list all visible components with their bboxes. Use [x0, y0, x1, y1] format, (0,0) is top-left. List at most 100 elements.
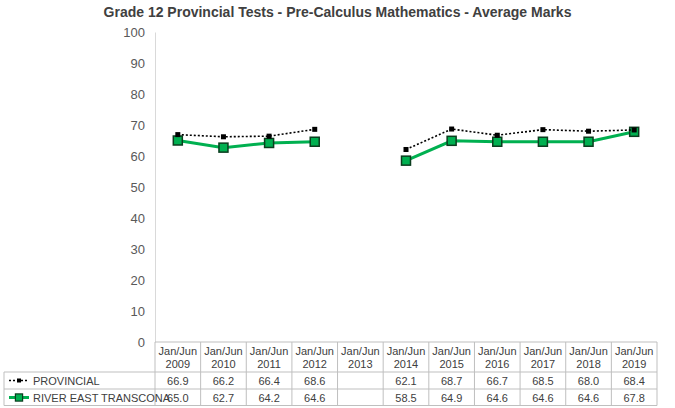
y-tick: 90 — [131, 56, 155, 71]
series-marker — [586, 129, 591, 134]
series-marker — [219, 143, 228, 152]
table-value: 66.7 — [487, 375, 508, 387]
category-label: Jan/Jun2009 — [159, 345, 198, 370]
y-tick-label: 100 — [123, 25, 145, 40]
series-marker — [495, 133, 500, 138]
series-marker — [493, 137, 502, 146]
y-axis-line — [155, 33, 156, 343]
y-axis: 0 10 20 30 40 50 60 70 80 90 100 — [123, 25, 155, 350]
y-tick: 80 — [131, 87, 155, 102]
legend-marker — [15, 394, 22, 401]
y-tick: 70 — [131, 118, 155, 133]
category-label: Jan/Jun2019 — [615, 345, 654, 370]
category-label: Jan/Jun2017 — [524, 345, 563, 370]
table-value: 64.6 — [532, 392, 553, 404]
series-marker — [632, 127, 637, 132]
series-marker — [402, 156, 411, 165]
table-border — [200, 342, 201, 406]
table-border — [4, 372, 5, 406]
table-border — [520, 342, 521, 406]
category-label: Jan/Jun2011 — [250, 345, 289, 370]
table-value: 67.8 — [623, 392, 644, 404]
legend-marker — [17, 379, 21, 383]
y-tick-label: 30 — [131, 242, 145, 257]
y-tick: 0 — [138, 335, 155, 350]
series-marker — [173, 136, 182, 145]
table-value: 64.9 — [441, 392, 462, 404]
table-value: 64.6 — [578, 392, 599, 404]
y-tick-label: 60 — [131, 149, 145, 164]
y-tick: 40 — [131, 211, 155, 226]
series-marker — [449, 127, 454, 132]
table-value: 68.6 — [304, 375, 325, 387]
table-border — [383, 342, 384, 406]
legend-label: RIVER EAST TRANSCONA — [33, 392, 171, 404]
category-label: Jan/Jun2012 — [295, 345, 334, 370]
table-border — [657, 342, 658, 406]
category-label: Jan/Jun2016 — [478, 345, 517, 370]
y-tick-label: 70 — [131, 118, 145, 133]
data-table: Jan/Jun2009Jan/Jun2010Jan/Jun2011Jan/Jun… — [4, 342, 657, 406]
table-border — [474, 342, 475, 406]
y-tick-label: 0 — [138, 335, 145, 350]
table-value: 64.6 — [487, 392, 508, 404]
y-tick-label: 80 — [131, 87, 145, 102]
y-tick: 50 — [131, 180, 155, 195]
series-marker — [312, 127, 317, 132]
table-value: 62.7 — [213, 392, 234, 404]
table-value: 66.9 — [167, 375, 188, 387]
y-tick: 100 — [123, 25, 155, 40]
series-marker — [584, 137, 593, 146]
category-label: Jan/Jun2014 — [387, 345, 426, 370]
table-border — [291, 342, 292, 406]
table-border — [337, 342, 338, 406]
table-border — [4, 389, 657, 390]
category-label: Jan/Jun2013 — [341, 345, 380, 370]
table-border — [246, 342, 247, 406]
legend-entry: RIVER EAST TRANSCONA — [9, 392, 171, 404]
legend-label: PROVINCIAL — [33, 375, 100, 387]
series-marker — [540, 127, 545, 132]
table-value: 62.1 — [395, 375, 416, 387]
table-border — [155, 342, 657, 343]
series-marker — [265, 138, 274, 147]
y-tick-label: 50 — [131, 180, 145, 195]
table-value: 64.6 — [304, 392, 325, 404]
table-value: 65.0 — [167, 392, 188, 404]
series-marker — [310, 137, 319, 146]
category-label: Jan/Jun2010 — [204, 345, 243, 370]
table-border — [4, 372, 657, 373]
title: Grade 12 Provincial Tests - Pre-Calculus… — [104, 4, 572, 20]
table-border — [611, 342, 612, 406]
table-value: 68.7 — [441, 375, 462, 387]
series-marker — [221, 134, 226, 139]
table-value: 64.2 — [258, 392, 279, 404]
series-marker — [175, 132, 180, 137]
series-marker — [630, 127, 639, 136]
series-marker — [404, 147, 409, 152]
category-label: Jan/Jun2015 — [432, 345, 471, 370]
chart: Grade 12 Provincial Tests - Pre-Calculus… — [0, 0, 675, 408]
table-value: 58.5 — [395, 392, 416, 404]
table-value: 68.5 — [532, 375, 553, 387]
table-border — [428, 342, 429, 406]
series-line — [178, 129, 634, 149]
plot-area — [173, 127, 638, 166]
table-value: 66.4 — [258, 375, 279, 387]
table-value: 68.4 — [623, 375, 644, 387]
y-tick: 60 — [131, 149, 155, 164]
y-tick: 30 — [131, 242, 155, 257]
y-tick: 20 — [131, 273, 155, 288]
y-tick-label: 10 — [131, 304, 145, 319]
y-tick-label: 20 — [131, 273, 145, 288]
table-border — [565, 342, 566, 406]
y-tick-label: 40 — [131, 211, 145, 226]
series-marker — [267, 134, 272, 139]
series-marker — [538, 137, 547, 146]
y-tick: 10 — [131, 304, 155, 319]
series-marker — [447, 136, 456, 145]
legend-entry: PROVINCIAL — [9, 375, 100, 387]
y-tick-label: 90 — [131, 56, 145, 71]
table-value: 68.0 — [578, 375, 599, 387]
table-value: 66.2 — [213, 375, 234, 387]
